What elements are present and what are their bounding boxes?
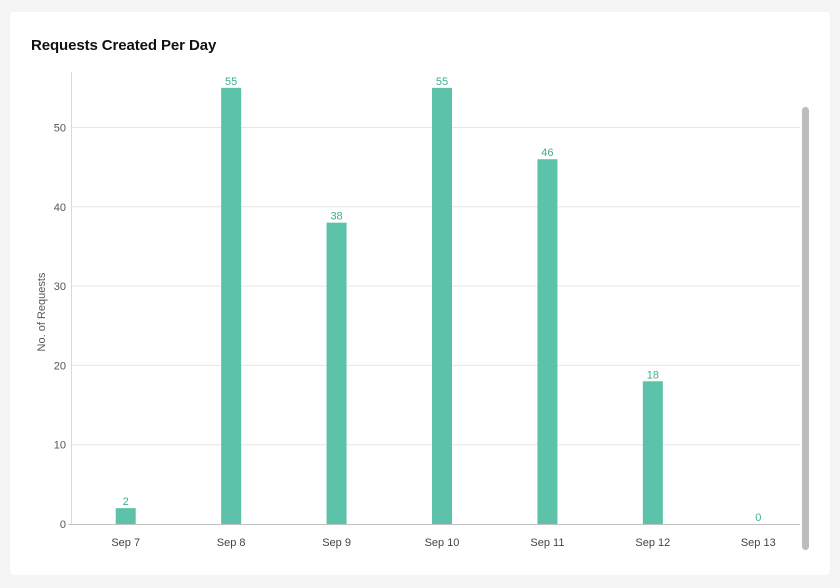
data-label: 55 xyxy=(436,76,448,88)
x-tick-label: Sep 13 xyxy=(741,537,776,549)
x-tick-label: Sep 9 xyxy=(322,537,351,549)
x-tick-label: Sep 8 xyxy=(217,537,246,549)
x-tick-label: Sep 12 xyxy=(635,537,670,549)
x-tick-label: Sep 7 xyxy=(111,537,140,549)
y-tick-label: 30 xyxy=(54,281,66,293)
bar[interactable] xyxy=(642,381,663,524)
vertical-scrollbar[interactable] xyxy=(802,107,809,550)
chart-card: Requests Created Per Day 0 10 20 30 40 50 No. … xyxy=(10,12,830,575)
data-label: 55 xyxy=(225,76,237,88)
data-label: 2 xyxy=(123,496,129,508)
y-tick-label: 40 xyxy=(54,202,66,214)
bar-chart: 0 10 20 30 40 50 No. of Requests 2 Sep 7 55 Sep 8 3… xyxy=(36,72,800,549)
bar[interactable] xyxy=(326,222,347,524)
y-tick-label: 20 xyxy=(54,360,66,372)
x-tick-label: Sep 10 xyxy=(425,537,460,549)
bar[interactable] xyxy=(221,87,242,524)
bar[interactable] xyxy=(115,508,136,524)
chart-title: Requests Created Per Day xyxy=(31,37,217,54)
data-label: 18 xyxy=(647,369,659,381)
scrollbar-thumb[interactable] xyxy=(802,107,809,550)
y-tick-label: 0 xyxy=(60,519,66,531)
x-tick-label: Sep 11 xyxy=(530,537,564,549)
data-label: 46 xyxy=(541,147,553,159)
data-label: 0 xyxy=(755,512,761,524)
bar[interactable] xyxy=(432,87,452,524)
y-axis-title: No. of Requests xyxy=(36,272,48,351)
data-label: 38 xyxy=(330,211,342,223)
bar[interactable] xyxy=(537,159,558,524)
y-tick-label: 50 xyxy=(54,123,66,135)
y-tick-label: 10 xyxy=(54,440,66,452)
